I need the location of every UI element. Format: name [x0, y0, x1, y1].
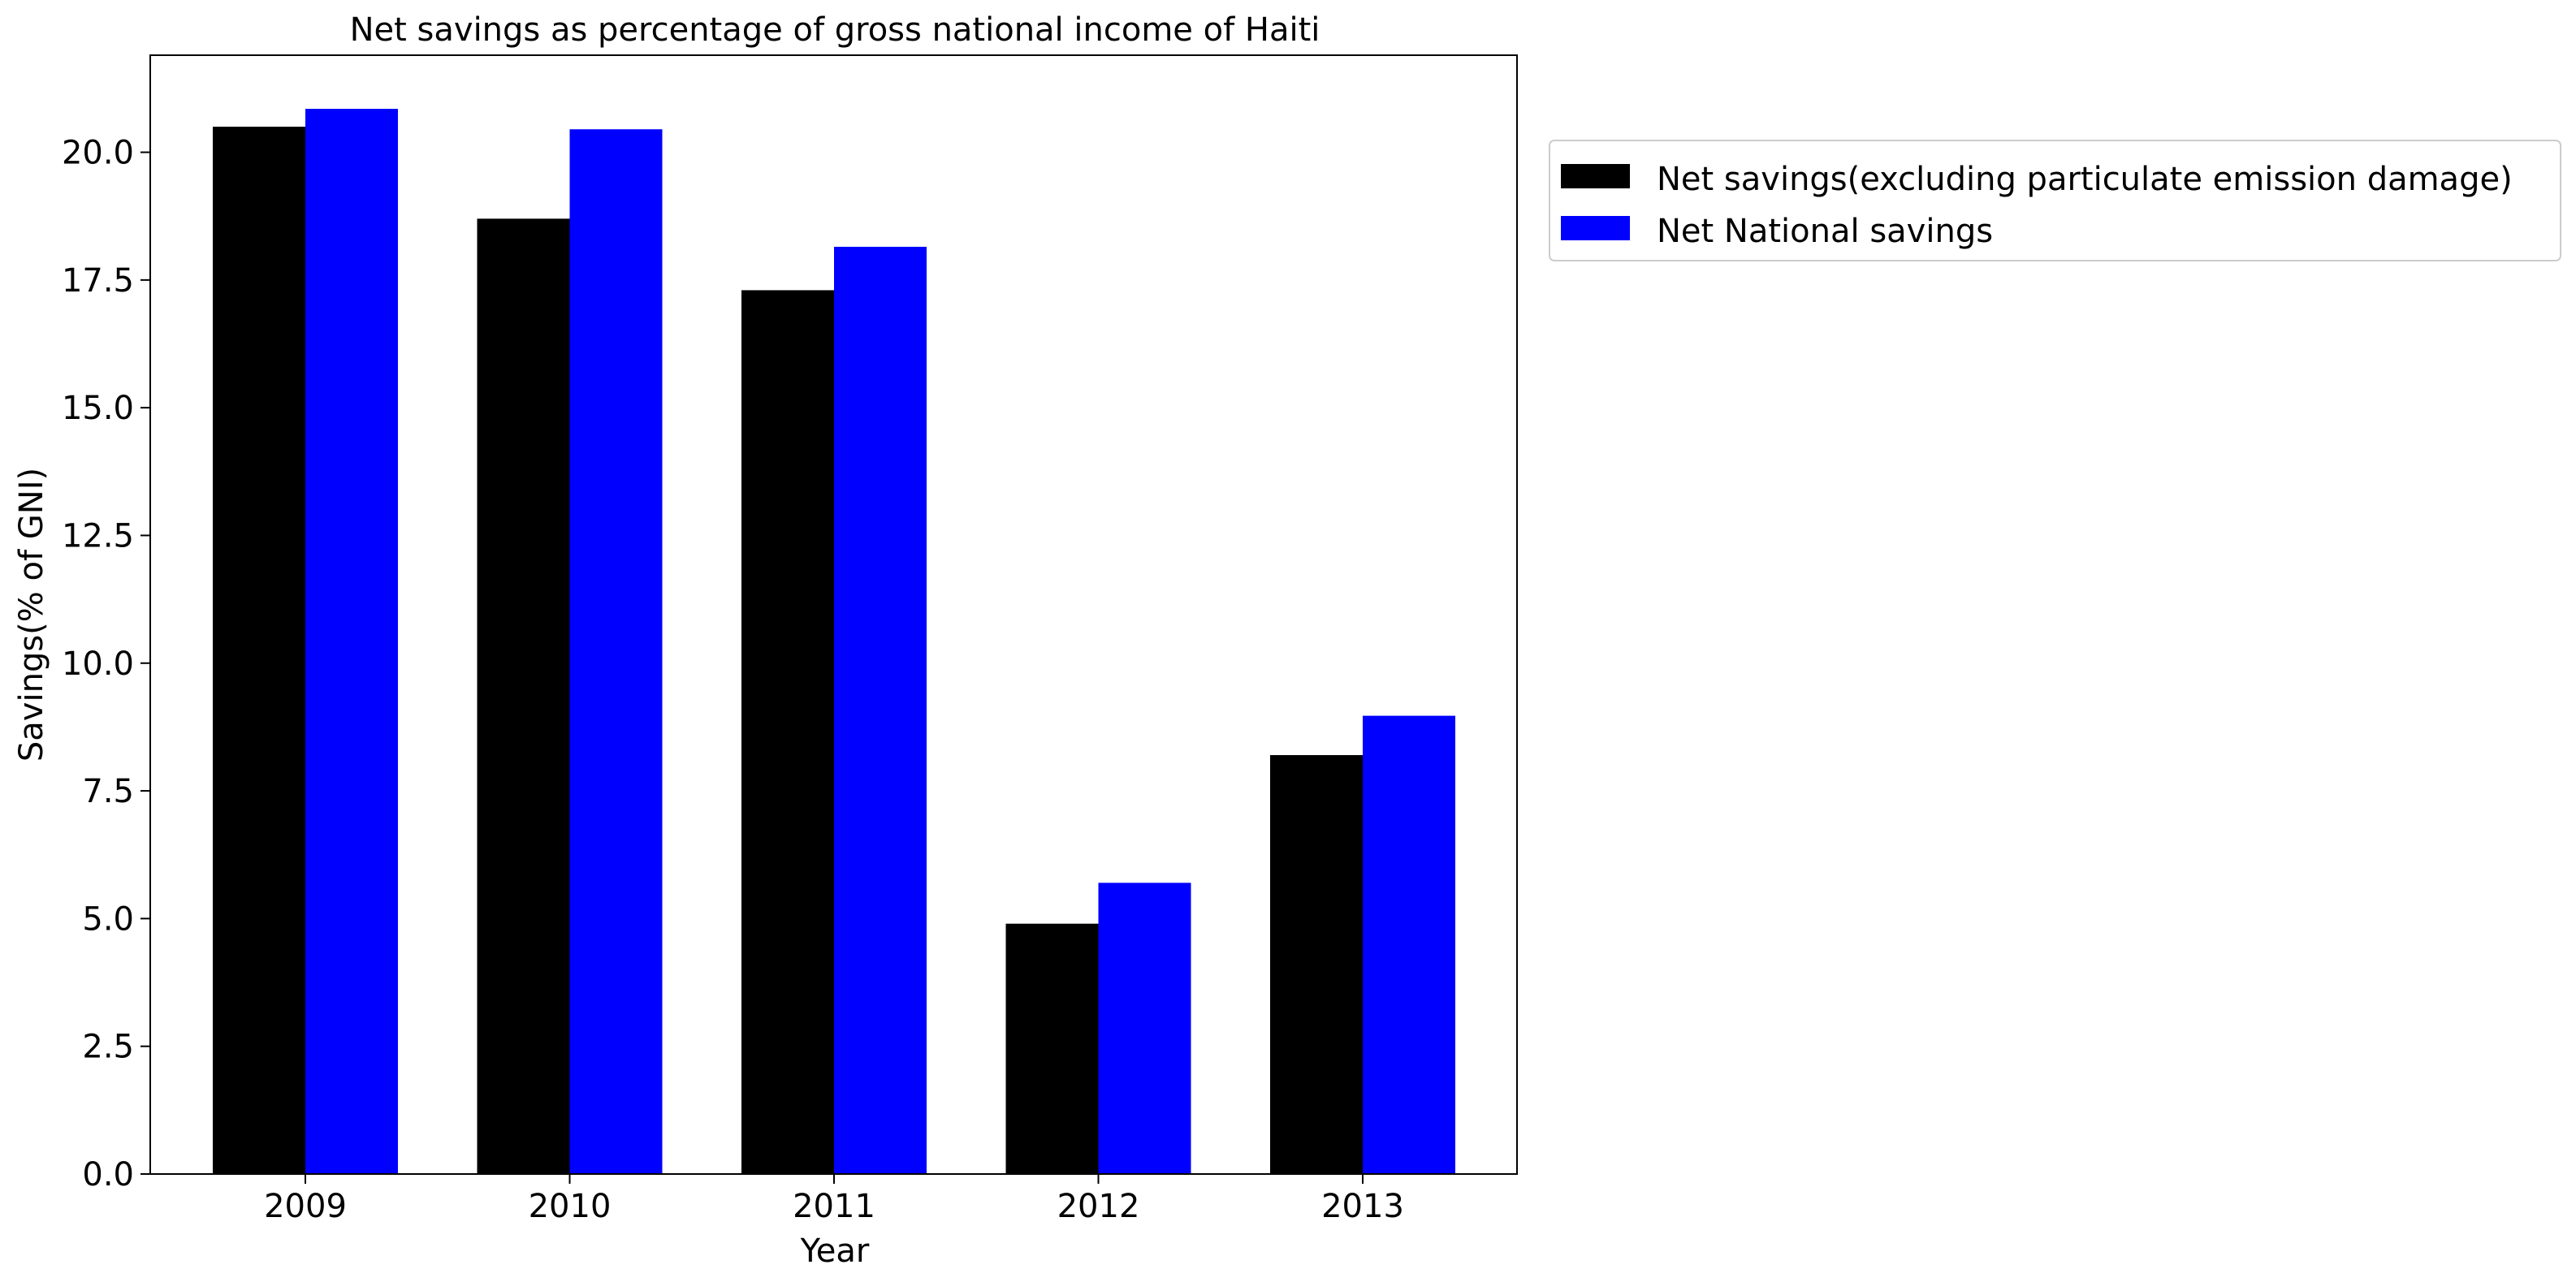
plot-frame [149, 54, 1518, 1175]
y-axis-label: Savings(% of GNI) [13, 468, 50, 762]
legend-swatch-net-savings [1561, 164, 1630, 188]
legend: Net savings(excluding particulate emissi… [1549, 140, 2561, 261]
bar-net-savings-2011 [741, 290, 834, 1175]
x-tick-label: 2012 [1057, 1188, 1140, 1225]
legend-frame [1549, 140, 2561, 261]
bar-net-savings-2009 [213, 127, 305, 1175]
bar-net-national-savings-2009 [305, 109, 398, 1175]
x-tick-label: 2010 [529, 1188, 612, 1225]
bar-net-national-savings-2012 [1098, 883, 1191, 1174]
y-tick-label: 2.5 [82, 1029, 134, 1066]
chart-title: Net savings as percentage of gross natio… [350, 11, 1320, 49]
bar-net-national-savings-2010 [569, 129, 663, 1175]
bars-group [213, 109, 1455, 1175]
x-tick-label: 2011 [793, 1188, 875, 1225]
x-tick-label: 2013 [1321, 1188, 1404, 1225]
legend-swatch-net-national-savings [1561, 216, 1630, 240]
y-tick-label: 0.0 [82, 1156, 134, 1194]
bar-net-savings-2013 [1270, 755, 1363, 1174]
y-tick-label: 12.5 [62, 517, 134, 555]
x-axis-label: Year [800, 1232, 870, 1270]
bar-net-national-savings-2011 [834, 246, 927, 1175]
legend-label-net-savings: Net savings(excluding particulate emissi… [1657, 161, 2513, 198]
y-tick-label: 20.0 [62, 135, 134, 172]
x-axis: 2009 2010 2011 2012 2013 [264, 1174, 1404, 1225]
y-axis: 0.0 2.5 5.0 7.5 10.0 12.5 15.0 17.5 20.0 [62, 135, 150, 1194]
bar-net-national-savings-2013 [1363, 715, 1455, 1174]
y-tick-label: 5.0 [82, 900, 134, 938]
y-tick-label: 7.5 [82, 773, 134, 810]
bar-net-savings-2010 [477, 218, 570, 1175]
legend-label-net-national-savings: Net National savings [1657, 213, 1993, 250]
x-tick-label: 2009 [264, 1188, 347, 1225]
y-tick-label: 15.0 [62, 390, 134, 427]
y-tick-label: 10.0 [62, 645, 134, 683]
y-tick-label: 17.5 [62, 262, 134, 300]
bar-net-savings-2012 [1005, 923, 1099, 1174]
